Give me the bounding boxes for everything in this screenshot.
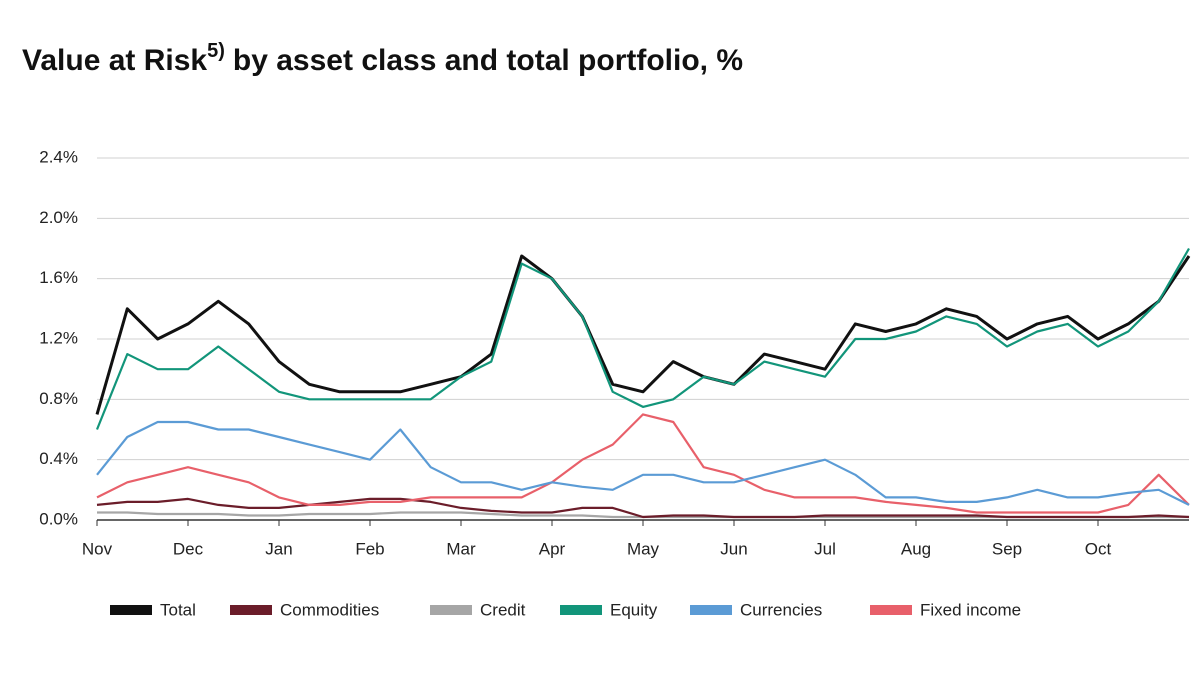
x-tick-label: Aug [901,539,931,558]
legend-swatch [690,605,732,615]
y-tick-label: 0.0% [39,509,78,528]
x-tick-label: Mar [446,539,476,558]
y-tick-label: 2.0% [39,208,78,227]
legend-label: Total [160,600,196,619]
title-superscript: 5) [207,40,225,62]
y-tick-label: 1.2% [39,328,78,347]
chart-title: Value at Risk5) by asset class and total … [22,40,743,77]
legend-label: Equity [610,600,658,619]
y-tick-label: 0.4% [39,449,78,468]
series-line [95,254,1191,415]
x-tick-label: Oct [1085,539,1112,558]
title-suffix: by asset class and total portfolio, % [233,44,743,77]
y-tick-label: 1.6% [39,268,78,287]
x-tick-label: May [627,539,660,558]
x-tick-label: Sep [992,539,1022,558]
legend-swatch [430,605,472,615]
x-tick-label: Feb [355,539,384,558]
x-tick-label: Jul [814,539,836,558]
x-tick-label: Nov [82,539,113,558]
legend-swatch [110,605,152,615]
legend-label: Currencies [740,600,822,619]
legend-swatch [870,605,912,615]
series-line [95,247,1190,430]
x-tick-label: Apr [539,539,566,558]
x-tick-label: Jan [265,539,292,558]
series-line [96,420,1190,506]
x-tick-label: Jun [720,539,747,558]
legend-label: Commodities [280,600,379,619]
legend-swatch [230,605,272,615]
title-main: Value at Risk [22,44,207,77]
y-tick-label: 0.8% [39,389,78,408]
x-tick-label: Dec [173,539,204,558]
legend-label: Credit [480,600,526,619]
series-line [96,413,1190,514]
legend-label: Fixed income [920,600,1021,619]
y-tick-label: 2.4% [39,147,78,166]
series-line [96,497,1190,519]
legend-swatch [560,605,602,615]
